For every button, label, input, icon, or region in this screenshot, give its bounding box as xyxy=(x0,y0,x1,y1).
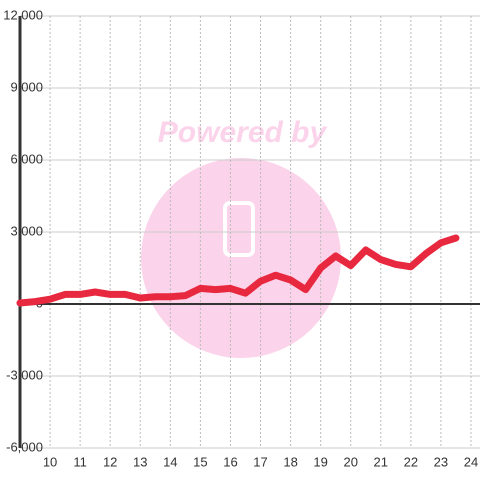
x-tick-label: 24 xyxy=(464,454,478,469)
x-tick-label: 23 xyxy=(434,454,448,469)
data-line xyxy=(16,234,460,307)
x-tick-label: 12 xyxy=(103,454,117,469)
x-tick-label: 11 xyxy=(73,454,87,469)
y-tick-label: -6,000 xyxy=(6,439,43,454)
x-tick-label: 20 xyxy=(343,454,357,469)
y-tick-label: 9,000 xyxy=(10,79,43,94)
x-tick-label: 19 xyxy=(313,454,327,469)
watermark-logo xyxy=(141,158,341,358)
x-tick-label: 22 xyxy=(404,454,418,469)
x-tick-label: 18 xyxy=(283,454,297,469)
y-tick-label: -3,000 xyxy=(6,367,43,382)
x-tick-label: 13 xyxy=(133,454,147,469)
x-tick-label: 14 xyxy=(163,454,177,469)
watermark-icon xyxy=(223,201,255,257)
y-tick-label: 12,000 xyxy=(3,7,43,22)
x-tick-label: 17 xyxy=(253,454,267,469)
x-tick-label: 21 xyxy=(374,454,388,469)
plot xyxy=(16,234,460,307)
y-tick-label: 6,000 xyxy=(10,151,43,166)
x-tick-label: 15 xyxy=(193,454,207,469)
watermark-text: Powered by xyxy=(158,116,328,149)
x-tick-label: 10 xyxy=(43,454,57,469)
y-tick-label: 3,000 xyxy=(10,223,43,238)
x-tick-label: 16 xyxy=(223,454,237,469)
